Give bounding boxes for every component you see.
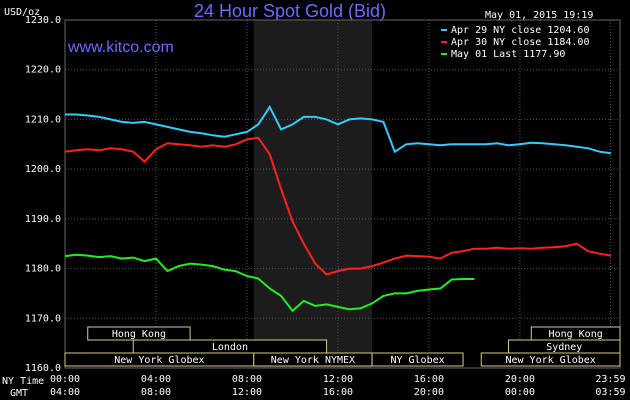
series-line [65,105,612,155]
gmt-tick-label: 12:00 [232,387,262,398]
session-label: London [212,342,248,353]
session-label: Hong Kong [549,329,603,340]
gmt-tick-label: 03:59 [595,387,625,398]
y-tick-label: 1230.0 [25,15,61,26]
y-tick-label: 1170.0 [25,313,61,324]
x-tick-label: 12:00 [323,374,353,385]
x-row-label: NY Time [2,376,44,387]
session-shade [253,20,373,368]
gmt-tick-label: 08:00 [141,387,171,398]
session-label: New York Globex [114,355,204,366]
x-tick-label: 04:00 [141,374,171,385]
x-tick-label: 20:00 [505,374,535,385]
session-label: Sydney [546,342,582,353]
series-line [64,136,612,276]
session-bar [480,352,621,367]
session-label: New York NYMEX [271,355,355,366]
y-tick-label: 1180.0 [25,264,61,275]
gmt-tick-label: 04:00 [50,387,80,398]
site-link: www.kitco.com [67,39,174,56]
legend-label: Apr 30 NY close 1184.00 [451,37,589,48]
y-tick-label: 1220.0 [25,65,61,76]
series-line [64,253,475,313]
x-tick-label: 08:00 [232,374,262,385]
legend-swatch [441,41,447,43]
plot-frame [64,19,621,369]
y-tick-label: 1200.0 [25,164,61,175]
legend-label: Apr 29 NY close 1204.60 [451,25,589,36]
legend-swatch [441,53,447,55]
x-tick-label: 16:00 [414,374,444,385]
y-tick-label: 1190.0 [25,214,61,225]
session-label: NY Globex [390,355,444,366]
legend-label: May 01 Last 1177.90 [451,49,565,60]
session-label: Hong Kong [112,329,166,340]
session-bar [371,352,464,367]
x-row-label: GMT [10,388,28,399]
x-tick-label: 23:59 [595,374,625,385]
y-axis-label: USD/oz [4,7,40,18]
gmt-tick-label: 00:00 [505,387,535,398]
gmt-tick-label: 20:00 [414,387,444,398]
session-label: New York Globex [505,355,595,366]
y-tick-label: 1160.0 [25,363,61,374]
timestamp: May 01, 2015 19:19 [485,10,593,21]
x-tick-label: 00:00 [50,374,80,385]
gmt-tick-label: 16:00 [323,387,353,398]
y-tick-label: 1210.0 [25,114,61,125]
legend-swatch [441,29,447,31]
chart-title: 24 Hour Spot Gold (Bid) [194,1,386,21]
